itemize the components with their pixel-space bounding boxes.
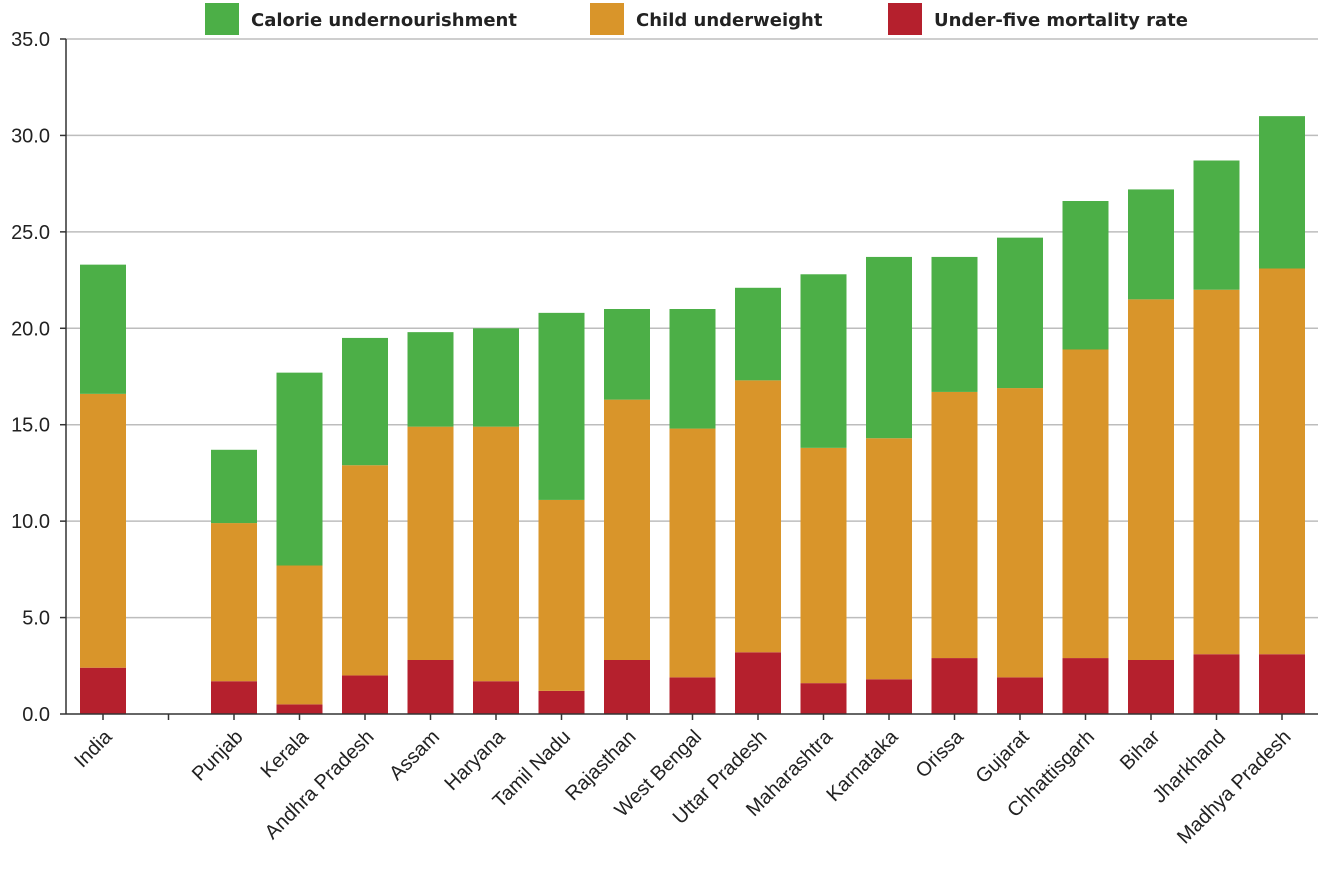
bar-child-underweight-west-bengal <box>669 428 716 678</box>
bar-calorie-undernourishment-gujarat <box>997 237 1043 389</box>
bar-under-five-mortality-rate-orissa <box>931 658 978 714</box>
bar-calorie-undernourishment-uttar-pradesh <box>735 287 781 381</box>
bar-child-underweight-jharkhand <box>1193 289 1240 655</box>
y-tick-label: 30.0 <box>11 125 50 147</box>
bar-child-underweight-karnataka <box>866 438 912 680</box>
bar-calorie-undernourishment-madhya-pradesh <box>1259 116 1305 269</box>
bar-calorie-undernourishment-west-bengal <box>669 309 716 429</box>
bar-under-five-mortality-rate-jharkhand <box>1193 654 1240 714</box>
legend-swatch-calorie-undernourishment <box>205 3 239 35</box>
bar-calorie-undernourishment-jharkhand <box>1193 160 1240 290</box>
bar-under-five-mortality-rate-madhya-pradesh <box>1259 654 1305 714</box>
bar-under-five-mortality-rate-uttar-pradesh <box>735 652 781 714</box>
bar-child-underweight-chhattisgarh <box>1062 349 1109 659</box>
bar-under-five-mortality-rate-rajasthan <box>604 660 650 714</box>
bar-under-five-mortality-rate-tamil-nadu <box>538 690 585 714</box>
x-tick-label: Gujarat <box>972 726 1034 788</box>
bar-calorie-undernourishment-bihar <box>1128 189 1174 300</box>
bar-child-underweight-punjab <box>211 523 257 682</box>
bar-calorie-undernourishment-karnataka <box>866 256 912 439</box>
bar-child-underweight-andhra-pradesh <box>342 465 388 676</box>
y-tick-label: 25.0 <box>11 222 50 244</box>
y-tick-label: 0.0 <box>22 704 50 726</box>
bar-calorie-undernourishment-india <box>80 264 126 394</box>
bar-calorie-undernourishment-kerala <box>276 372 323 566</box>
bar-under-five-mortality-rate-chhattisgarh <box>1062 658 1109 714</box>
bar-under-five-mortality-rate-bihar <box>1128 660 1174 714</box>
bar-child-underweight-maharashtra <box>800 447 847 684</box>
legend-label-child-underweight: Child underweight <box>636 10 823 31</box>
y-tick-label: 35.0 <box>11 29 50 51</box>
bar-child-underweight-assam <box>407 426 454 660</box>
bar-calorie-undernourishment-assam <box>407 332 454 427</box>
legend-swatch-under-five-mortality-rate <box>888 3 922 35</box>
bar-child-underweight-orissa <box>931 391 978 659</box>
bar-under-five-mortality-rate-india <box>80 667 126 714</box>
x-tick-label: Assam <box>385 726 444 785</box>
x-tick-label: Bihar <box>1116 726 1165 775</box>
x-tick-label: India <box>70 725 117 772</box>
bar-under-five-mortality-rate-punjab <box>211 681 257 714</box>
bar-under-five-mortality-rate-andhra-pradesh <box>342 675 388 714</box>
bar-calorie-undernourishment-rajasthan <box>604 309 650 400</box>
bar-child-underweight-rajasthan <box>604 399 650 660</box>
bars <box>80 116 1305 714</box>
bar-calorie-undernourishment-chhattisgarh <box>1062 201 1109 350</box>
x-tick-label: Punjab <box>188 726 248 786</box>
legend: Calorie undernourishment Child underweigh… <box>205 3 1188 35</box>
x-tick-label: Madhya Pradesh <box>1173 726 1295 848</box>
y-tick-label: 15.0 <box>11 415 50 437</box>
y-tick-label: 10.0 <box>11 511 50 533</box>
x-tick-label: Kerala <box>257 725 314 782</box>
legend-swatch-child-underweight <box>590 3 624 35</box>
x-tick-label: Karnataka <box>823 725 904 806</box>
bar-calorie-undernourishment-maharashtra <box>800 274 847 448</box>
bar-calorie-undernourishment-tamil-nadu <box>538 312 585 500</box>
bar-child-underweight-gujarat <box>997 388 1043 678</box>
bar-under-five-mortality-rate-kerala <box>276 704 323 714</box>
bar-child-underweight-haryana <box>473 426 519 682</box>
x-tick-label: Orissa <box>912 725 969 782</box>
bar-calorie-undernourishment-andhra-pradesh <box>342 337 388 466</box>
y-axis: 0.0 5.0 10.0 15.0 20.0 25.0 30.0 35.0 <box>11 29 67 726</box>
bar-under-five-mortality-rate-haryana <box>473 681 519 714</box>
bar-under-five-mortality-rate-maharashtra <box>800 683 847 714</box>
bar-child-underweight-kerala <box>276 565 323 705</box>
legend-label-calorie-undernourishment: Calorie undernourishment <box>251 10 517 31</box>
bar-child-underweight-india <box>80 393 126 668</box>
bar-under-five-mortality-rate-assam <box>407 660 454 714</box>
bar-calorie-undernourishment-punjab <box>211 449 257 524</box>
bar-child-underweight-madhya-pradesh <box>1259 268 1305 655</box>
bar-child-underweight-tamil-nadu <box>538 499 585 691</box>
bar-under-five-mortality-rate-gujarat <box>997 677 1043 714</box>
bar-child-underweight-uttar-pradesh <box>735 380 781 653</box>
bar-under-five-mortality-rate-karnataka <box>866 679 912 714</box>
y-tick-label: 5.0 <box>22 608 50 630</box>
bar-under-five-mortality-rate-west-bengal <box>669 677 716 714</box>
y-tick-label: 20.0 <box>11 318 50 340</box>
bar-calorie-undernourishment-orissa <box>931 256 978 392</box>
bar-calorie-undernourishment-haryana <box>473 328 519 427</box>
legend-label-under-five-mortality-rate: Under-five mortality rate <box>934 10 1188 31</box>
bar-child-underweight-bihar <box>1128 299 1174 660</box>
